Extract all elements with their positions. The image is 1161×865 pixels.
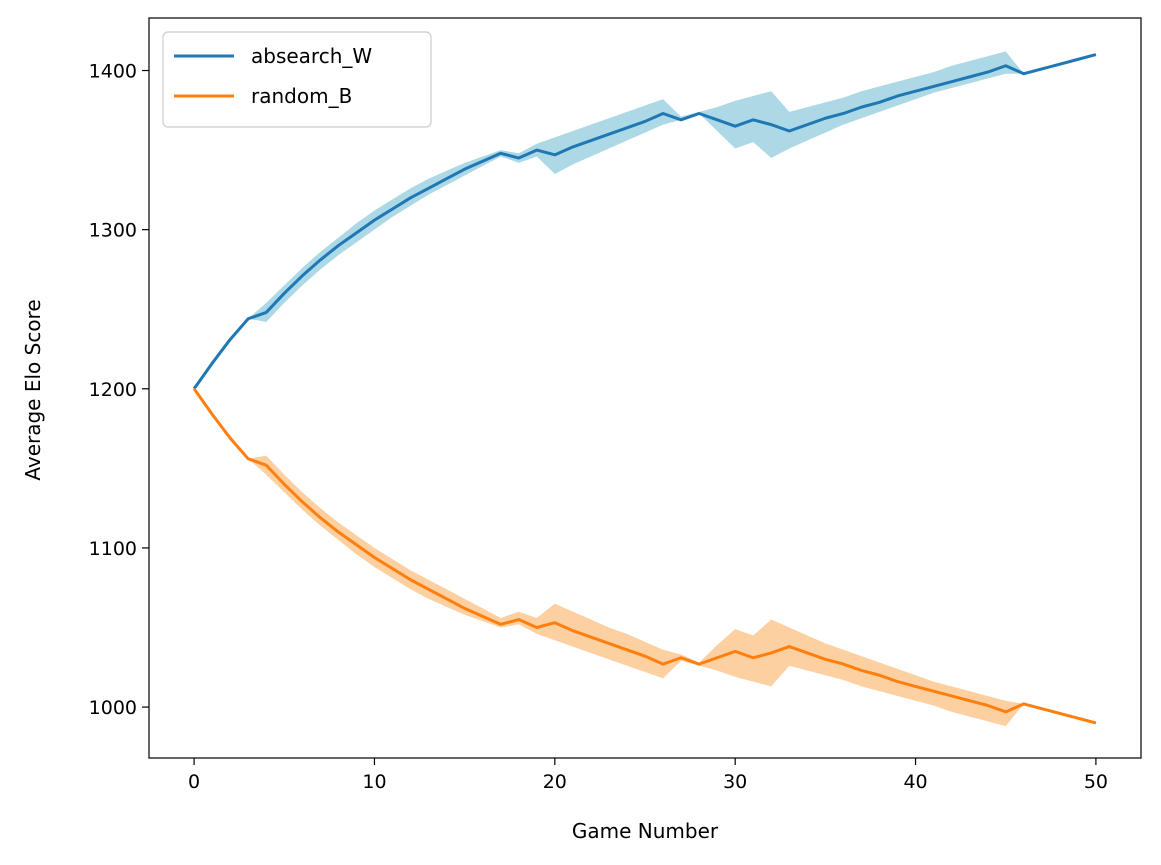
y-tick-label: 1400: [89, 61, 137, 83]
x-tick-label: 10: [362, 771, 386, 793]
y-tick-label: 1300: [89, 220, 137, 242]
y-axis-label: Average Elo Score: [21, 299, 45, 480]
random-b-line: [192, 387, 1097, 725]
y-tick-label: 1000: [89, 697, 137, 719]
legend: absearch_W random_B: [162, 31, 432, 128]
x-tick-label: 20: [543, 771, 567, 793]
x-tick-label: 30: [723, 771, 747, 793]
x-axis-label: Game Number: [572, 819, 719, 843]
x-tick-label: 40: [903, 771, 927, 793]
x-tick-label: 0: [188, 771, 200, 793]
y-axis-ticks: 1000 1100 1200 1300 1400: [89, 61, 149, 719]
plot-frame: [148, 17, 1142, 759]
legend-label-absearch-w: absearch_W: [251, 44, 372, 68]
x-axis-ticks: 0 10 20 30 40 50: [188, 758, 1108, 793]
legend-label-random-b: random_B: [251, 84, 352, 108]
x-tick-label: 50: [1084, 771, 1108, 793]
absearch-w-line: [192, 53, 1097, 390]
y-tick-label: 1100: [89, 538, 137, 560]
y-tick-label: 1200: [89, 379, 137, 401]
series-lines: [192, 53, 1097, 725]
